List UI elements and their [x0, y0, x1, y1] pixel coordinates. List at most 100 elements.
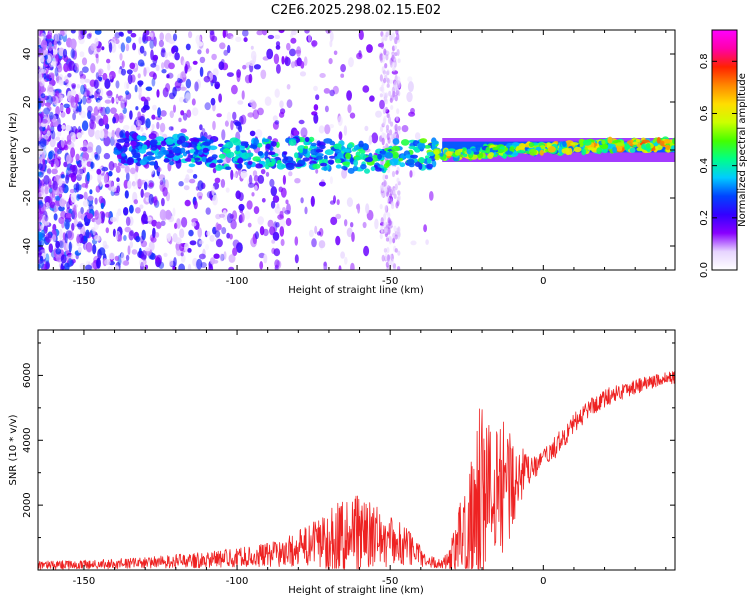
spectrogram-cell [286, 42, 291, 51]
spectrogram-cell [38, 191, 43, 201]
spectrogram-cell [665, 144, 671, 150]
spectrogram-cell [346, 227, 353, 238]
spectrogram-cell [383, 163, 390, 169]
spectrogram-cell [116, 185, 121, 194]
spectrogram-cell [155, 221, 162, 229]
spectrogram-cell [139, 45, 145, 54]
spectrogram-cell [338, 131, 343, 141]
spectrogram-cell [135, 106, 139, 111]
spectrogram-cell [397, 250, 401, 256]
spectrogram-cell [106, 58, 111, 64]
spectrogram-cell [383, 221, 387, 226]
spectrogram-cell [198, 240, 204, 245]
spectrogram-cell [159, 122, 166, 133]
spectrogram-cell [337, 115, 343, 127]
spectrogram-cell [59, 94, 63, 102]
spectrogram-cell [601, 140, 606, 145]
spectrogram-cell [386, 254, 391, 262]
spectrogram-cell [248, 182, 255, 188]
spectrogram-cell [219, 253, 224, 262]
spectrogram-cell [394, 95, 398, 101]
spectrogram-cell [382, 34, 386, 41]
spectrogram-cell [180, 147, 186, 154]
spectrogram-cell [178, 263, 185, 270]
spectrogram-cell [203, 75, 211, 83]
spectrogram-cell [396, 86, 400, 94]
spectrogram-y-tick-label: 20 [22, 96, 33, 109]
spectrogram-cell [151, 219, 158, 227]
spectrogram-cell [240, 170, 248, 178]
spectrogram-cell [290, 61, 296, 69]
spectrogram-cell [69, 188, 75, 194]
spectrogram-cell [257, 151, 264, 156]
spectrogram-cell [215, 222, 220, 232]
spectrogram-cell [238, 192, 244, 202]
spectrogram-cell [298, 119, 305, 125]
spectrogram-cell [382, 121, 386, 127]
spectrogram-cell [153, 195, 158, 206]
spectrogram-cell [84, 78, 91, 83]
spectrogram-cell [280, 187, 287, 198]
spectrogram-cell [136, 135, 142, 140]
spectrogram-cell [232, 247, 238, 257]
spectrogram-cell [161, 69, 167, 74]
spectrogram-cell [274, 88, 280, 98]
spectrogram-cell [206, 231, 211, 236]
spectrogram-cell [94, 197, 98, 205]
spectrogram-cell [38, 163, 43, 171]
spectrogram-cell [335, 158, 342, 164]
spectrogram-cell [91, 227, 96, 232]
snr-x-label: Height of straight line (km) [288, 585, 424, 596]
spectrogram-cell [105, 106, 111, 115]
spectrogram-cell [38, 249, 42, 256]
spectrogram-cell [298, 148, 304, 153]
spectrogram-cell [380, 193, 385, 198]
snr-x-tick-label: -100 [226, 576, 249, 587]
spectrogram-cell [194, 157, 201, 161]
spectrogram-cell [68, 60, 75, 71]
spectrogram-cell [58, 228, 63, 240]
spectrogram-cell [346, 197, 353, 208]
spectrogram-cell [336, 199, 340, 206]
spectrogram-cell [164, 52, 168, 59]
spectrogram-cell [270, 141, 277, 147]
spectrogram-cell [132, 181, 138, 190]
spectrogram-cell [143, 181, 148, 191]
spectrogram-cell [180, 110, 185, 116]
spectrogram-cell [407, 81, 414, 93]
spectrogram-cell [314, 225, 318, 234]
spectrogram-cell [286, 84, 291, 90]
spectrogram-cell [395, 201, 399, 209]
spectrogram-cell [252, 170, 258, 177]
spectrogram-cell [366, 44, 373, 53]
spectrogram-cell [40, 121, 46, 128]
spectrogram-cell [131, 148, 137, 156]
spectrogram-cell [142, 210, 147, 219]
spectrogram-cell [340, 73, 345, 78]
spectrogram-cell [77, 167, 84, 178]
spectrogram-cell [439, 152, 444, 157]
snr-x-tick-label: -150 [73, 576, 96, 587]
spectrogram-cell [158, 174, 166, 180]
spectrogram-cell [254, 231, 259, 240]
spectrogram-cell [174, 52, 180, 61]
spectrogram-cell [192, 107, 199, 117]
spectrogram-cell [187, 263, 192, 270]
spectrogram-cell [181, 217, 188, 228]
spectrogram-cell [123, 235, 127, 241]
spectrogram-cell [379, 126, 384, 133]
spectrogram-cell [120, 100, 125, 111]
spectrogram-cell [124, 226, 131, 233]
spectrogram-cell [216, 113, 222, 118]
spectrogram-cell [81, 120, 89, 131]
spectrogram-cell [275, 41, 281, 47]
spectrogram-cell [390, 133, 394, 140]
spectrogram-cell [303, 56, 308, 66]
spectrogram-cell [59, 197, 66, 208]
spectrogram-cell [329, 124, 335, 129]
spectrogram-cell [80, 110, 86, 119]
spectrogram-cell [395, 30, 399, 35]
spectrogram-cell [198, 149, 203, 156]
spectrogram-cell [79, 70, 84, 77]
spectrogram-cell [125, 43, 130, 52]
